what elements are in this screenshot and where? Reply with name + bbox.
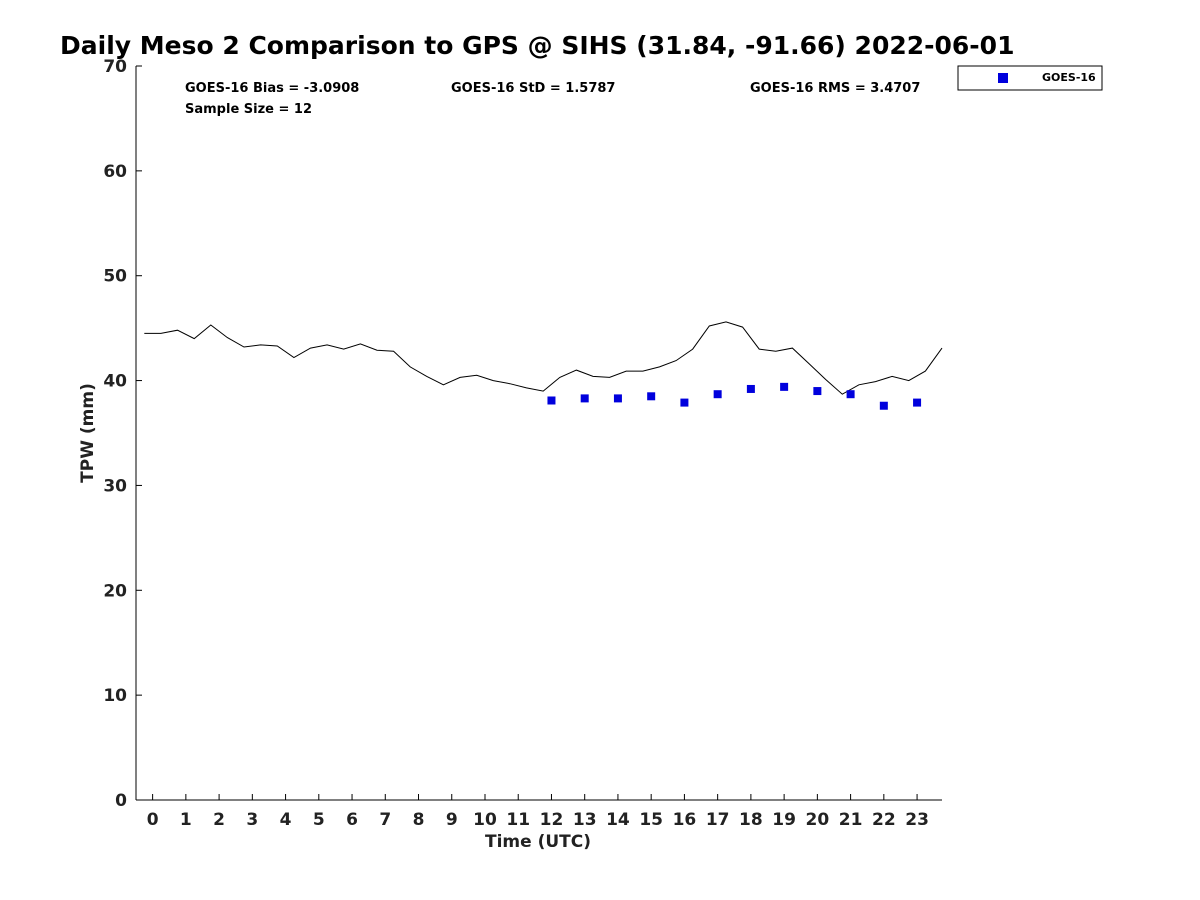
chart-title: Daily Meso 2 Comparison to GPS @ SIHS (3…	[60, 31, 1014, 60]
goes16-point	[547, 396, 556, 405]
y-axis-label: TPW (mm)	[78, 383, 98, 483]
legend-box	[957, 65, 1103, 91]
x-ticks: 0 1 2 3 4 5 6 7 8 9 10 11 12 13 14 15 16 17 18 19 20 21 22 23	[147, 794, 929, 830]
stat-std: GOES-16 StD = 1.5787	[451, 81, 615, 96]
x-tick-label: 4	[280, 810, 292, 830]
x-tick-label: 23	[905, 810, 929, 830]
y-tick-label: 60	[103, 162, 127, 182]
x-tick-label: 0	[147, 810, 159, 830]
stat-rms: GOES-16 RMS = 3.4707	[750, 81, 920, 96]
legend-label-goes16: GOES-16	[1042, 71, 1096, 84]
x-tick-label: 11	[506, 810, 530, 830]
x-axis-label: Time (UTC)	[485, 832, 591, 852]
y-tick-label: 10	[103, 686, 127, 706]
series-layer	[144, 321, 943, 410]
x-tick-label: 5	[313, 810, 325, 830]
goes16-point	[746, 384, 755, 393]
x-tick-label: 14	[606, 810, 630, 830]
goes16-point	[813, 387, 822, 396]
y-tick-label: 20	[103, 581, 127, 601]
x-tick-label: 1	[180, 810, 192, 830]
goes16-point	[713, 390, 722, 399]
x-tick-label: 3	[246, 810, 258, 830]
stat-sample-size: Sample Size = 12	[185, 102, 312, 117]
plot-area	[135, 66, 942, 801]
x-tick-label: 7	[379, 810, 391, 830]
goes16-point	[580, 394, 589, 403]
goes16-point	[680, 398, 689, 407]
x-tick-label: 12	[540, 810, 564, 830]
x-tick-label: 10	[473, 810, 497, 830]
y-tick-label: 30	[103, 476, 127, 496]
x-tick-label: 2	[213, 810, 225, 830]
x-tick-label: 19	[772, 810, 796, 830]
x-tick-label: 8	[413, 810, 425, 830]
x-tick-label: 18	[739, 810, 763, 830]
y-tick-label: 70	[103, 57, 127, 77]
x-tick-label: 20	[806, 810, 830, 830]
x-tick-label: 22	[872, 810, 896, 830]
gps-tpw-line	[144, 321, 943, 395]
y-tick-label: 0	[115, 791, 127, 811]
x-tick-label: 16	[673, 810, 697, 830]
legend-marker-goes16	[998, 73, 1008, 83]
x-tick-label: 13	[573, 810, 597, 830]
x-tick-label: 17	[706, 810, 730, 830]
goes16-point	[613, 394, 622, 403]
y-tick-label: 40	[103, 372, 127, 392]
goes16-point	[780, 382, 789, 391]
x-tick-label: 15	[639, 810, 663, 830]
y-tick-label: 50	[103, 267, 127, 287]
goes16-point	[879, 401, 888, 410]
goes16-point	[647, 392, 656, 401]
x-tick-label: 9	[446, 810, 458, 830]
stat-bias: GOES-16 Bias = -3.0908	[185, 81, 359, 96]
x-tick-label: 6	[346, 810, 358, 830]
goes16-point	[846, 390, 855, 399]
legend: GOES-16	[957, 65, 1103, 91]
x-tick-label: 21	[839, 810, 863, 830]
y-ticks: 0 10 20 30 40 50 60 70	[103, 57, 142, 811]
goes16-point	[913, 398, 922, 407]
